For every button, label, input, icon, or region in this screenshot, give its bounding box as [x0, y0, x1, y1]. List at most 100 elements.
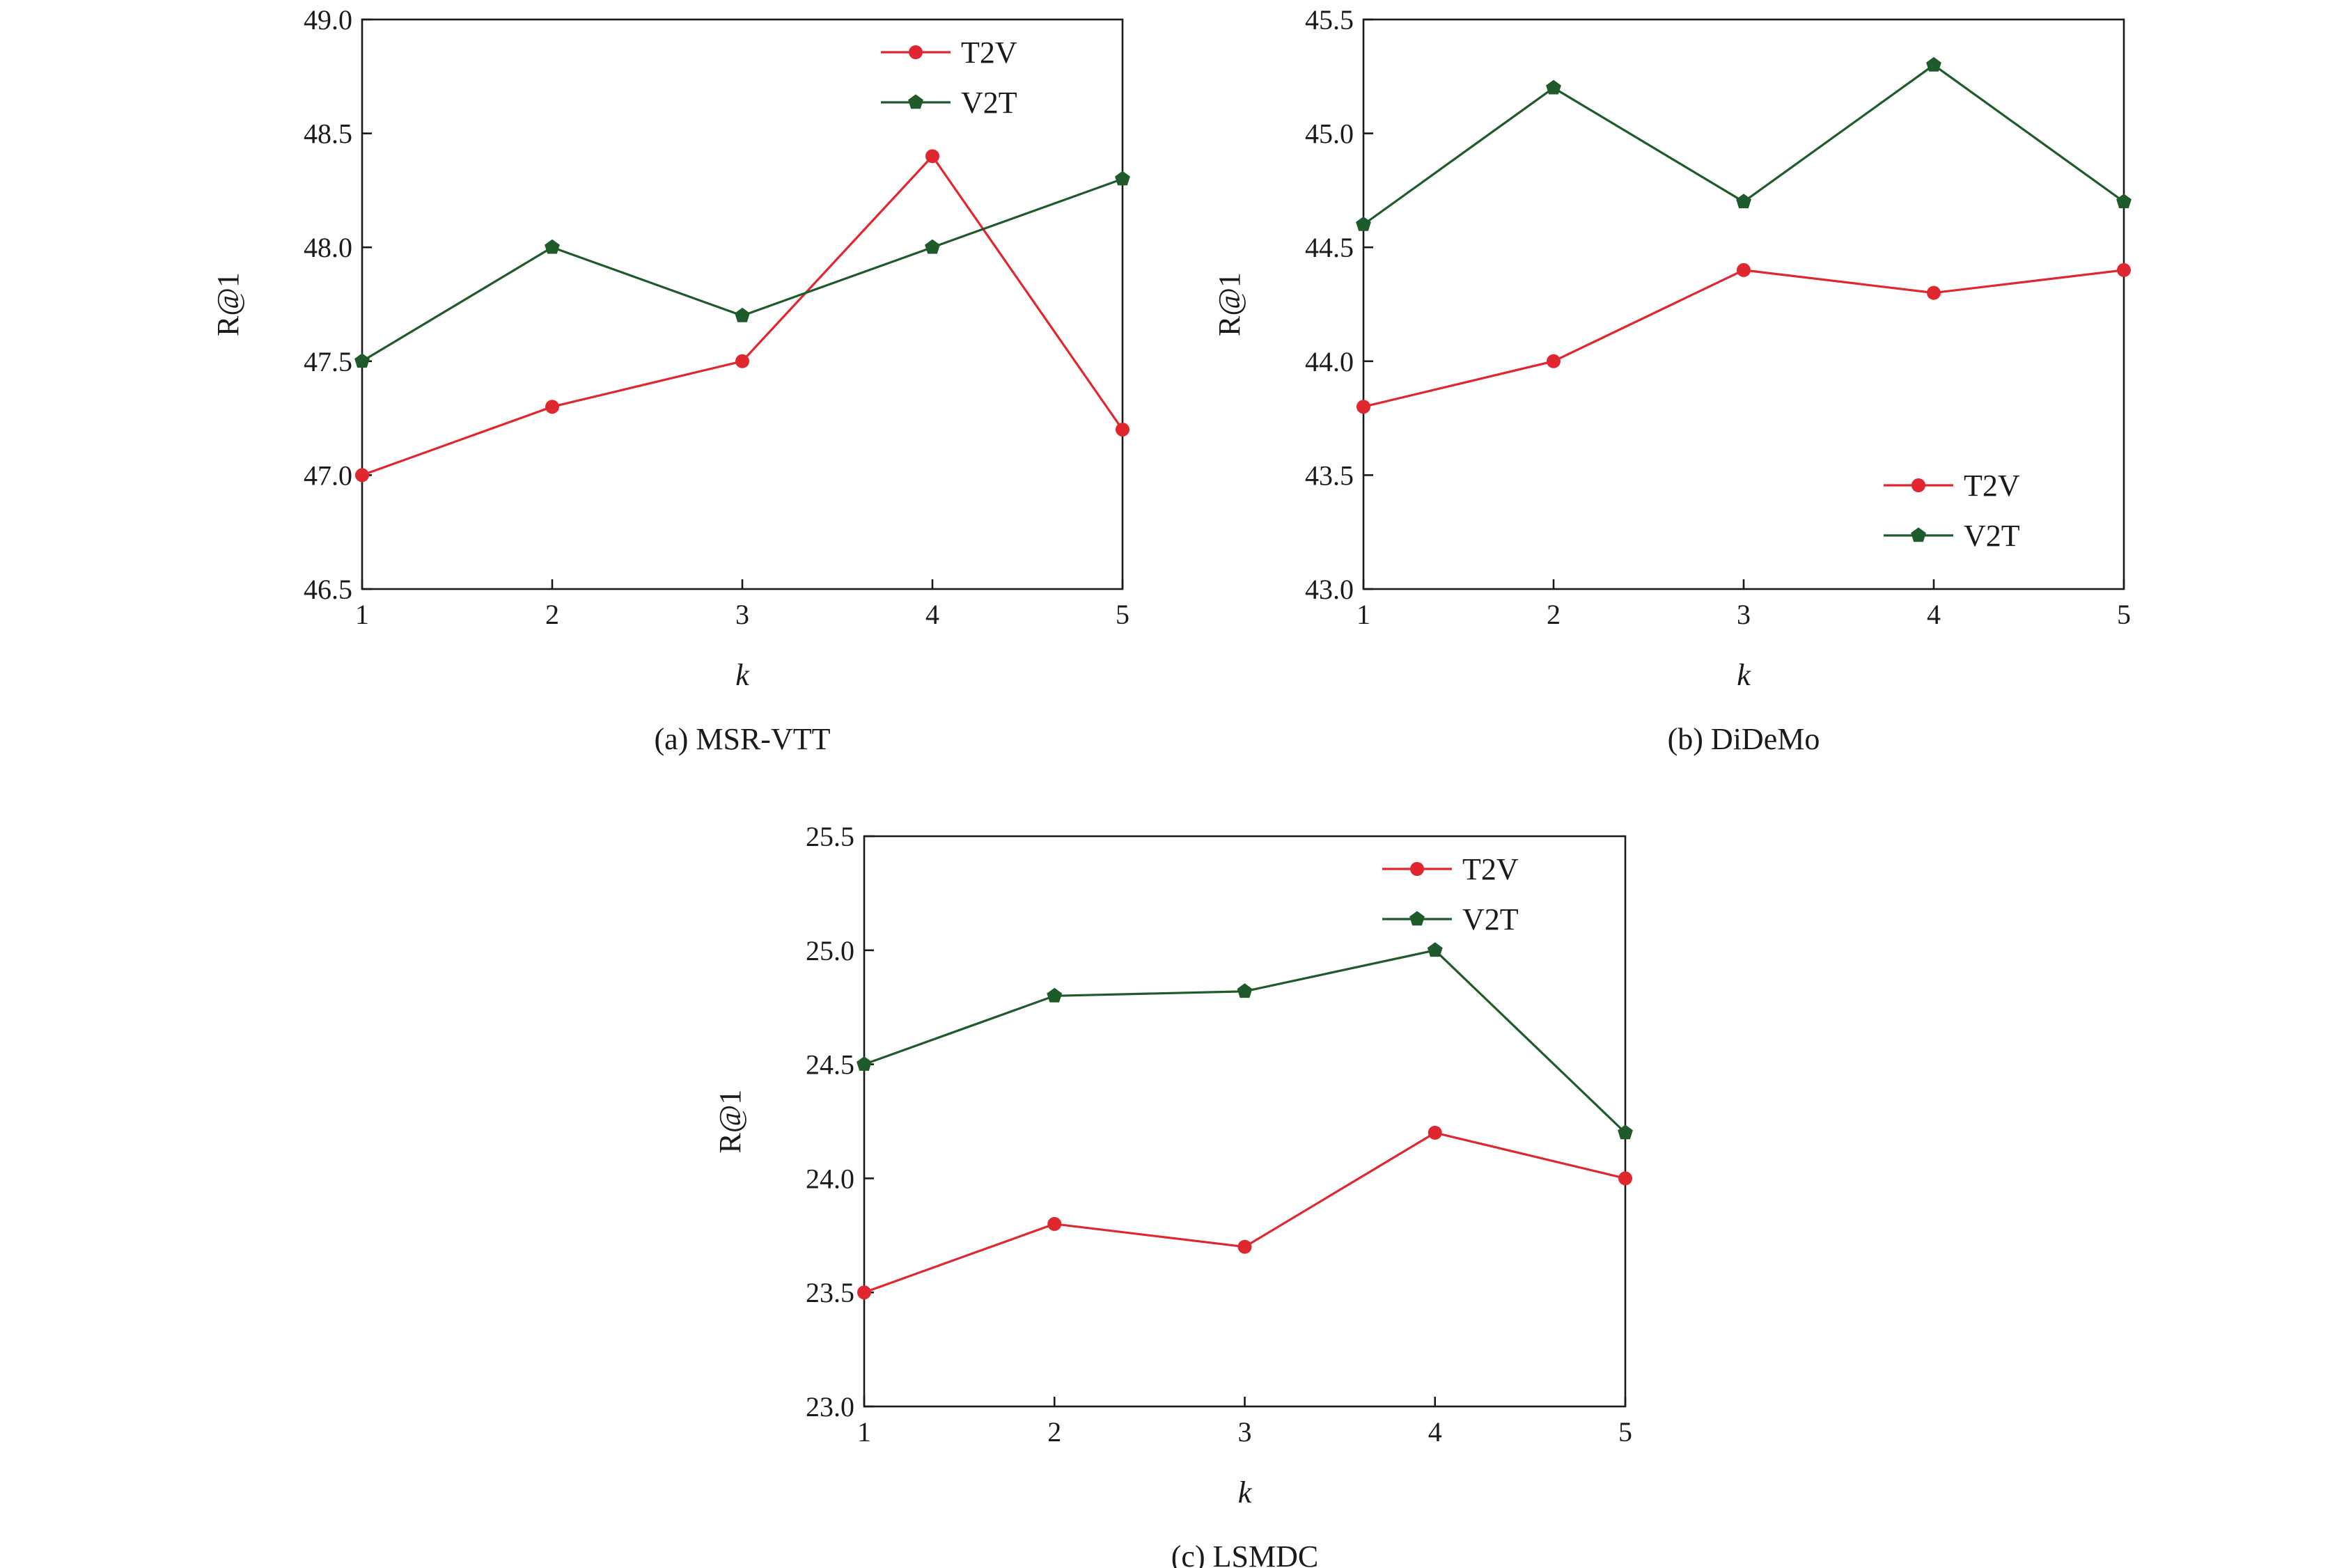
y-axis-label: R@1: [1212, 272, 1246, 336]
y-tick-label: 45.0: [1305, 118, 1354, 150]
data-point-t2v: [1237, 1239, 1252, 1254]
y-tick-label: 43.5: [1305, 460, 1354, 491]
legend-label: V2T: [1964, 519, 2020, 553]
legend-item-t2v: T2V: [1884, 469, 2020, 503]
x-tick-label: 4: [925, 599, 939, 630]
data-point-v2t: [1618, 1124, 1633, 1140]
y-tick-label: 24.5: [806, 1049, 854, 1081]
series-line-t2v: [1363, 269, 2125, 408]
legend-label: T2V: [961, 36, 1017, 70]
x-axis-label: k: [1737, 658, 1751, 692]
data-point-t2v: [1737, 262, 1751, 277]
data-point-t2v: [2117, 262, 2131, 277]
legend-item-t2v: T2V: [1382, 852, 1519, 886]
y-tick-label: 47.5: [304, 346, 352, 377]
legend-marker: [909, 45, 923, 59]
y-tick-label: 45.5: [1305, 4, 1354, 36]
data-point-t2v: [1927, 285, 1941, 300]
x-tick-label: 5: [1116, 599, 1129, 630]
y-tick-label: 46.5: [304, 574, 352, 605]
data-point-t2v: [1618, 1171, 1632, 1186]
data-point-v2t: [857, 1056, 872, 1071]
data-point-t2v: [545, 400, 559, 414]
y-tick-label: 23.5: [806, 1277, 854, 1308]
data-point-v2t: [1115, 171, 1130, 186]
x-tick-label: 2: [545, 599, 559, 630]
data-point-v2t: [1047, 987, 1063, 1003]
series-t2v: [355, 149, 1129, 483]
y-axis-label: R@1: [713, 1090, 747, 1154]
legend-marker: [1410, 862, 1424, 876]
legend-label: V2T: [961, 86, 1017, 120]
data-point-t2v: [1428, 1125, 1442, 1140]
data-point-v2t: [354, 353, 370, 368]
data-point-t2v: [925, 149, 939, 164]
data-point-t2v: [857, 1285, 871, 1300]
data-point-v2t: [735, 307, 750, 322]
series-v2t: [1356, 56, 2132, 231]
chart-panel-2: 43.0 43.5 44.0 44.5 45.0 45.5 1 2 3 4 5 k R@1 (b) DiD…: [1212, 4, 2132, 756]
x-tick-label: 2: [1547, 599, 1561, 630]
series-line-v2t: [863, 949, 1627, 1134]
x-tick-label: 3: [735, 599, 749, 630]
chart-caption: (b) DiDeMo: [1668, 722, 1820, 756]
chart-panel-1: 46.5 47.0 47.5 48.0 48.5 49.0 1 2 3 4 5 k R@1 (a) MSR…: [211, 4, 1130, 756]
x-tick-label: 4: [1428, 1416, 1442, 1448]
y-tick-label: 44.0: [1305, 346, 1354, 377]
x-tick-label: 1: [1356, 599, 1370, 630]
series-t2v: [1356, 262, 2131, 414]
y-tick-label: 44.5: [1305, 232, 1354, 263]
data-point-v2t: [1237, 983, 1253, 998]
data-point-v2t: [2116, 194, 2132, 209]
data-point-v2t: [1356, 217, 1371, 231]
data-point-v2t: [925, 239, 940, 254]
x-tick-label: 3: [1737, 599, 1751, 630]
y-tick-label: 49.0: [304, 4, 352, 36]
y-tick-label: 48.0: [304, 232, 352, 263]
legend-item-v2t: V2T: [1884, 519, 2020, 553]
y-tick-label: 25.0: [806, 935, 854, 966]
x-tick-label: 2: [1047, 1416, 1061, 1448]
data-point-t2v: [1356, 400, 1370, 414]
x-tick-label: 1: [355, 599, 369, 630]
y-tick-label: 23.0: [806, 1391, 854, 1422]
legend-marker: [1911, 478, 1925, 492]
data-point-v2t: [1427, 942, 1443, 957]
series-t2v: [857, 1125, 1632, 1300]
legend-item-v2t: V2T: [1382, 902, 1519, 936]
x-tick-label: 1: [857, 1416, 871, 1448]
data-point-v2t: [1736, 194, 1751, 209]
legend-marker: [908, 94, 923, 109]
x-tick-label: 3: [1238, 1416, 1252, 1448]
y-tick-label: 25.5: [806, 821, 854, 852]
y-tick-label: 24.0: [806, 1163, 854, 1194]
y-tick-label: 48.5: [304, 118, 352, 150]
legend-label: T2V: [1964, 469, 2020, 503]
legend-marker: [1911, 527, 1926, 542]
y-tick-label: 47.0: [304, 460, 352, 491]
x-axis-label: k: [1238, 1475, 1253, 1510]
legend-marker: [1409, 911, 1425, 926]
chart-caption: (c) LSMDC: [1171, 1539, 1318, 1568]
series-line-t2v: [863, 1131, 1626, 1294]
data-point-t2v: [355, 468, 369, 483]
y-axis-label: R@1: [211, 272, 245, 336]
series-line-v2t: [361, 178, 1123, 363]
legend-label: T2V: [1462, 852, 1519, 886]
legend-item-v2t: V2T: [881, 86, 1017, 120]
legend-item-t2v: T2V: [881, 36, 1017, 70]
x-tick-label: 4: [1927, 599, 1941, 630]
x-axis-label: k: [735, 658, 750, 692]
series-v2t: [857, 942, 1633, 1140]
data-point-v2t: [1926, 56, 1941, 72]
data-point-v2t: [545, 239, 560, 254]
data-point-t2v: [735, 354, 749, 368]
plot-frame: [1362, 18, 2125, 590]
chart-panel-3: 23.0 23.5 24.0 24.5 25.0 25.5 1 2 3 4 5 k R@1 (c) LSM…: [713, 821, 1633, 1568]
data-point-t2v: [1116, 422, 1129, 437]
data-point-t2v: [1547, 354, 1561, 368]
chart-caption: (a) MSR-VTT: [655, 722, 831, 756]
x-tick-label: 5: [2117, 599, 2131, 630]
data-point-v2t: [1546, 79, 1561, 95]
